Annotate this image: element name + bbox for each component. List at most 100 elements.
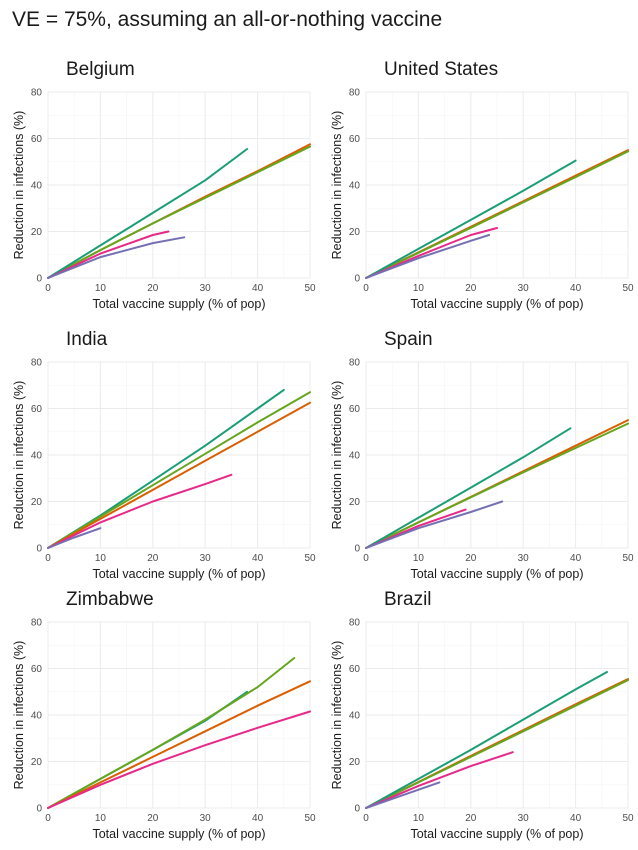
x-axis-label: Total vaccine supply (% of pop) [92, 827, 265, 841]
series-line-3 [365, 159, 577, 279]
series-line-2 [365, 150, 629, 279]
series-line-4 [365, 227, 498, 279]
x-tick-label: 20 [147, 813, 159, 824]
y-tick-label: 20 [31, 497, 43, 508]
series-line-3 [47, 148, 249, 279]
x-tick-label: 40 [570, 283, 582, 294]
series-line-2 [365, 422, 629, 549]
series-line-2 [47, 145, 311, 279]
x-tick-label: 40 [570, 813, 582, 824]
chart-panel-3: India 0 10 20 30 40 50 0 20 40 60 80 Total vaccine s… [12, 329, 316, 581]
figure-title: VE = 75%, assuming an all-or-nothing vac… [12, 8, 443, 31]
series-line-5 [47, 236, 186, 279]
x-tick-label: 0 [45, 553, 51, 564]
y-tick-label: 60 [31, 134, 43, 145]
panel-title: United States [384, 59, 498, 80]
panel-title: Zimbabwe [66, 589, 154, 610]
x-tick-label: 30 [200, 813, 212, 824]
x-tick-label: 50 [304, 553, 316, 564]
x-tick-label: 30 [518, 553, 530, 564]
x-tick-label: 10 [95, 813, 107, 824]
y-tick-label: 60 [31, 404, 43, 415]
x-tick-label: 10 [95, 553, 107, 564]
y-tick-label: 0 [354, 804, 360, 815]
y-tick-label: 60 [31, 664, 43, 675]
y-tick-label: 0 [36, 274, 42, 285]
y-axis-label: Reduction in infections (%) [330, 641, 344, 790]
x-tick-label: 20 [465, 283, 477, 294]
series-line-3 [365, 427, 572, 549]
x-tick-label: 50 [304, 283, 316, 294]
y-axis-label: Reduction in infections (%) [12, 641, 26, 790]
y-tick-label: 20 [31, 757, 43, 768]
series-line-3 [47, 401, 311, 549]
x-tick-label: 0 [45, 813, 51, 824]
y-tick-label: 20 [31, 227, 43, 238]
x-axis-label: Total vaccine supply (% of pop) [92, 567, 265, 581]
y-tick-label: 20 [349, 227, 361, 238]
x-tick-label: 0 [363, 813, 369, 824]
y-tick-label: 0 [354, 544, 360, 555]
series-line-3 [365, 671, 608, 809]
series-line-2 [365, 679, 629, 809]
x-tick-label: 40 [252, 813, 264, 824]
chart-panel-5: Zimbabwe 0 10 20 30 40 50 0 20 40 60 80 Total vaccin… [12, 589, 316, 841]
x-tick-label: 30 [518, 813, 530, 824]
x-tick-label: 40 [252, 553, 264, 564]
x-tick-label: 30 [200, 553, 212, 564]
x-tick-label: 20 [465, 553, 477, 564]
y-axis-label: Reduction in infections (%) [12, 111, 26, 260]
series-line-4 [47, 473, 233, 549]
y-tick-label: 0 [36, 544, 42, 555]
y-tick-label: 40 [349, 451, 361, 462]
series-line-4 [47, 710, 311, 809]
x-tick-label: 20 [465, 813, 477, 824]
series-line-4 [47, 230, 170, 279]
y-tick-label: 40 [31, 451, 43, 462]
chart-panel-6: Brazil 0 10 20 30 40 50 0 20 40 60 80 Total vaccine … [330, 589, 634, 841]
series-line-5 [365, 781, 441, 809]
chart-panel-2: United States 0 10 20 30 40 50 0 20 40 60 80 Total v… [330, 59, 634, 311]
y-tick-label: 40 [31, 711, 43, 722]
panel-title: India [66, 329, 108, 350]
y-tick-label: 80 [349, 358, 361, 369]
x-tick-label: 0 [45, 283, 51, 294]
y-tick-label: 40 [31, 181, 43, 192]
y-tick-label: 80 [31, 358, 43, 369]
series-line-4 [365, 751, 514, 809]
x-tick-label: 20 [147, 553, 159, 564]
x-tick-label: 10 [413, 283, 425, 294]
x-axis-label: Total vaccine supply (% of pop) [92, 297, 265, 311]
y-tick-label: 40 [349, 181, 361, 192]
chart-panel-4: Spain 0 10 20 30 40 50 0 20 40 60 80 Total vaccine s… [330, 329, 634, 581]
y-axis-label: Reduction in infections (%) [330, 381, 344, 530]
y-tick-label: 20 [349, 497, 361, 508]
y-tick-label: 60 [349, 404, 361, 415]
panel-title: Belgium [66, 59, 135, 80]
series-line-2 [47, 657, 296, 809]
x-tick-label: 40 [570, 553, 582, 564]
y-tick-label: 20 [349, 757, 361, 768]
x-tick-label: 0 [363, 553, 369, 564]
y-tick-label: 0 [354, 274, 360, 285]
x-tick-label: 40 [252, 283, 264, 294]
y-axis-label: Reduction in infections (%) [330, 111, 344, 260]
y-tick-label: 40 [349, 711, 361, 722]
x-axis-label: Total vaccine supply (% of pop) [410, 827, 583, 841]
panel-title: Spain [384, 329, 433, 350]
x-tick-label: 30 [200, 283, 212, 294]
x-axis-label: Total vaccine supply (% of pop) [410, 297, 583, 311]
panel-title: Brazil [384, 589, 432, 610]
x-tick-label: 30 [518, 283, 530, 294]
x-tick-label: 10 [413, 813, 425, 824]
x-tick-label: 10 [95, 283, 107, 294]
series-line-1 [47, 388, 285, 549]
y-tick-label: 80 [31, 88, 43, 99]
x-tick-label: 20 [147, 283, 159, 294]
x-tick-label: 0 [363, 283, 369, 294]
y-tick-label: 80 [349, 88, 361, 99]
chart-panel-1: Belgium 0 10 20 30 40 50 0 20 40 60 80 Total vaccine… [12, 59, 316, 311]
series-line-5 [365, 234, 491, 279]
y-tick-label: 60 [349, 664, 361, 675]
